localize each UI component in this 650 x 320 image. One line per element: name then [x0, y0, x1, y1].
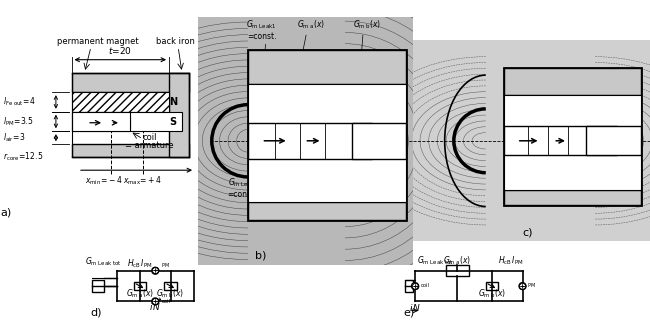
Text: $i\,\overrightarrow{N}$: $i\,\overrightarrow{N}$	[149, 297, 162, 313]
Text: back iron: back iron	[156, 37, 195, 46]
Text: $r_{\rm core}\!=\!12.5$: $r_{\rm core}\!=\!12.5$	[3, 151, 43, 164]
Bar	[504, 190, 641, 205]
Circle shape	[411, 283, 419, 290]
Text: $G_{\rm m\ Leak2}$: $G_{\rm m\ Leak2}$	[227, 177, 258, 189]
Bar	[446, 265, 469, 276]
Text: $i\,N$: $i\,N$	[409, 302, 421, 313]
Bar	[169, 73, 188, 157]
Bar	[504, 95, 641, 190]
Text: $_{\rm PM}$: $_{\rm PM}$	[161, 261, 170, 270]
Text: $_{\rm coil}$: $_{\rm coil}$	[420, 282, 430, 290]
Bar	[164, 282, 177, 290]
Text: e): e)	[404, 307, 415, 317]
Text: permanent magnet: permanent magnet	[57, 37, 138, 46]
Text: $G_{\rm m\ b}(x)$: $G_{\rm m\ b}(x)$	[478, 287, 506, 300]
Text: $G_{\rm m\ a}(x)$: $G_{\rm m\ a}(x)$	[297, 19, 325, 31]
Text: $G_{\rm m\ b}(x)$: $G_{\rm m\ b}(x)$	[157, 287, 185, 300]
Bar	[504, 68, 641, 205]
Text: $\oplus$: $\oplus$	[410, 281, 420, 292]
Text: c): c)	[522, 228, 533, 238]
Bar	[91, 117, 130, 129]
Bar	[486, 282, 498, 290]
Text: $l_{\rm air}\!=\!3$: $l_{\rm air}\!=\!3$	[3, 132, 25, 144]
Bar	[134, 282, 146, 290]
Bar	[248, 51, 406, 84]
Bar	[72, 73, 188, 92]
Text: $G_{\rm m\ Leak1}$: $G_{\rm m\ Leak1}$	[246, 19, 277, 31]
Bar	[586, 126, 641, 156]
Bar	[72, 92, 169, 112]
Text: =const.: =const.	[247, 32, 276, 41]
Text: d): d)	[90, 307, 101, 317]
Text: $t$=20: $t$=20	[109, 45, 132, 57]
Bar	[248, 51, 406, 220]
Text: $G_{\rm m\ Leak\ tot}$: $G_{\rm m\ Leak\ tot}$	[85, 256, 122, 268]
Circle shape	[519, 283, 526, 290]
Circle shape	[152, 267, 159, 274]
Text: $x_{\rm min}\!=\!-4$: $x_{\rm min}\!=\!-4$	[85, 174, 123, 187]
Text: $\oplus$: $\oplus$	[150, 296, 161, 307]
Text: $\oplus$: $\oplus$	[150, 265, 161, 276]
Bar	[248, 84, 406, 202]
Bar	[72, 144, 188, 157]
Text: a): a)	[0, 208, 11, 218]
Text: $H_{\rm cB}\,I_{\rm PM}$: $H_{\rm cB}\,I_{\rm PM}$	[127, 257, 153, 270]
Bar	[72, 112, 182, 131]
Text: $\oplus$: $\oplus$	[517, 281, 528, 292]
Bar	[92, 280, 104, 292]
Bar	[248, 202, 406, 220]
Text: $x$: $x$	[199, 165, 207, 175]
Bar	[72, 112, 130, 131]
Text: $G_{\rm m\ Leak\ tot}$: $G_{\rm m\ Leak\ tot}$	[417, 254, 453, 267]
Text: = armature: = armature	[125, 141, 174, 150]
Text: $H_{\rm cB}\,I_{\rm PM}$: $H_{\rm cB}\,I_{\rm PM}$	[499, 254, 524, 267]
Text: $_{\rm coil}$: $_{\rm coil}$	[161, 298, 172, 306]
Text: $_{\rm PM}$: $_{\rm PM}$	[527, 282, 536, 290]
Bar	[248, 123, 372, 159]
Text: coil: coil	[142, 133, 157, 142]
Text: S: S	[170, 117, 176, 127]
Bar	[352, 123, 406, 159]
Text: $G_{\rm m\ a}(x)$: $G_{\rm m\ a}(x)$	[126, 287, 154, 300]
Bar	[405, 280, 413, 292]
Circle shape	[152, 298, 159, 305]
Text: N: N	[169, 97, 177, 107]
Bar	[504, 68, 641, 95]
Text: $G_{\rm m\ a}(x)$: $G_{\rm m\ a}(x)$	[443, 254, 471, 267]
Text: $l_{\rm PM}\!=\!3.5$: $l_{\rm PM}\!=\!3.5$	[3, 115, 33, 128]
Text: $l_{\rm Fe\ out}\!=\!4$: $l_{\rm Fe\ out}\!=\!4$	[3, 96, 35, 108]
Text: $G_{\rm m\ b}(x)$: $G_{\rm m\ b}(x)$	[354, 19, 382, 31]
Text: b): b)	[255, 250, 266, 260]
Bar	[504, 126, 617, 156]
Text: =const.: =const.	[227, 190, 257, 199]
Text: $x_{\rm max}\!=\!+4$: $x_{\rm max}\!=\!+4$	[124, 174, 162, 187]
